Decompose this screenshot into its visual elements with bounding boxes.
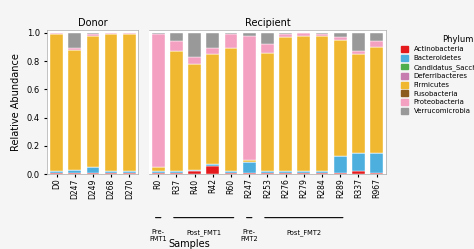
Bar: [334, 33, 346, 37]
Bar: [279, 172, 292, 173]
Bar: [152, 172, 164, 173]
Text: Samples: Samples: [169, 239, 210, 249]
Bar: [261, 173, 274, 174]
Bar: [188, 172, 201, 174]
Bar: [298, 172, 310, 173]
Bar: [188, 64, 201, 170]
Bar: [352, 54, 365, 153]
Bar: [225, 173, 237, 174]
Bar: [68, 33, 81, 48]
Bar: [105, 172, 118, 173]
Bar: [170, 41, 183, 51]
Bar: [334, 37, 346, 40]
Bar: [207, 33, 219, 48]
Bar: [68, 173, 81, 174]
Bar: [352, 51, 365, 54]
Bar: [298, 36, 310, 172]
Bar: [261, 172, 274, 173]
Bar: [352, 33, 365, 51]
Bar: [316, 36, 328, 172]
Bar: [370, 47, 383, 153]
Bar: [188, 33, 201, 57]
Bar: [105, 34, 118, 172]
Bar: [261, 44, 274, 53]
Bar: [316, 33, 328, 34]
Bar: [225, 48, 237, 172]
Bar: [352, 153, 365, 172]
Bar: [87, 33, 99, 34]
Bar: [207, 48, 219, 54]
Bar: [188, 57, 201, 64]
Title: Donor: Donor: [78, 18, 108, 28]
Bar: [123, 34, 136, 172]
Bar: [152, 167, 164, 172]
Bar: [334, 40, 346, 156]
Bar: [188, 170, 201, 172]
Bar: [316, 172, 328, 173]
Bar: [68, 48, 81, 50]
Bar: [298, 33, 310, 36]
Bar: [370, 173, 383, 174]
Bar: [370, 33, 383, 41]
Bar: [316, 34, 328, 36]
Bar: [87, 173, 99, 174]
Bar: [68, 50, 81, 170]
Bar: [279, 173, 292, 174]
Bar: [105, 173, 118, 174]
Bar: [225, 33, 237, 34]
Text: Post_FMT1: Post_FMT1: [186, 229, 221, 236]
Bar: [207, 54, 219, 164]
Bar: [152, 173, 164, 174]
Bar: [87, 34, 99, 36]
Bar: [170, 51, 183, 172]
Bar: [261, 53, 274, 172]
Bar: [68, 170, 81, 173]
Bar: [152, 33, 164, 34]
Bar: [352, 172, 365, 174]
Bar: [87, 36, 99, 167]
Bar: [279, 37, 292, 172]
Bar: [225, 172, 237, 173]
Bar: [50, 33, 63, 34]
Title: Recipient: Recipient: [245, 18, 290, 28]
Bar: [279, 34, 292, 37]
Bar: [316, 173, 328, 174]
Bar: [170, 33, 183, 41]
Legend: Actinobacteria, Bacteroidetes, Candidatus_Saccharibacteria, Deferribacteres, Fir: Actinobacteria, Bacteroidetes, Candidatu…: [400, 33, 474, 116]
Bar: [370, 153, 383, 173]
Bar: [50, 34, 63, 172]
Bar: [207, 164, 219, 166]
Bar: [243, 160, 255, 162]
Bar: [225, 34, 237, 48]
Bar: [87, 167, 99, 173]
Text: Pre-
FMT2: Pre- FMT2: [240, 229, 258, 242]
Bar: [50, 173, 63, 174]
Bar: [123, 173, 136, 174]
Bar: [370, 41, 383, 47]
Text: Post_FMT2: Post_FMT2: [286, 229, 321, 236]
Bar: [152, 34, 164, 167]
Bar: [243, 173, 255, 174]
Y-axis label: Relative Abundance: Relative Abundance: [11, 53, 21, 151]
Bar: [170, 173, 183, 174]
Bar: [123, 172, 136, 173]
Bar: [50, 172, 63, 173]
Bar: [279, 33, 292, 34]
Bar: [334, 173, 346, 174]
Bar: [243, 36, 255, 160]
Bar: [170, 172, 183, 173]
Bar: [243, 33, 255, 36]
Bar: [298, 173, 310, 174]
Bar: [334, 156, 346, 173]
Bar: [207, 166, 219, 174]
Bar: [243, 162, 255, 173]
Bar: [261, 33, 274, 44]
Bar: [123, 33, 136, 34]
Text: Pre-
FMT1: Pre- FMT1: [149, 229, 167, 242]
Bar: [105, 33, 118, 34]
